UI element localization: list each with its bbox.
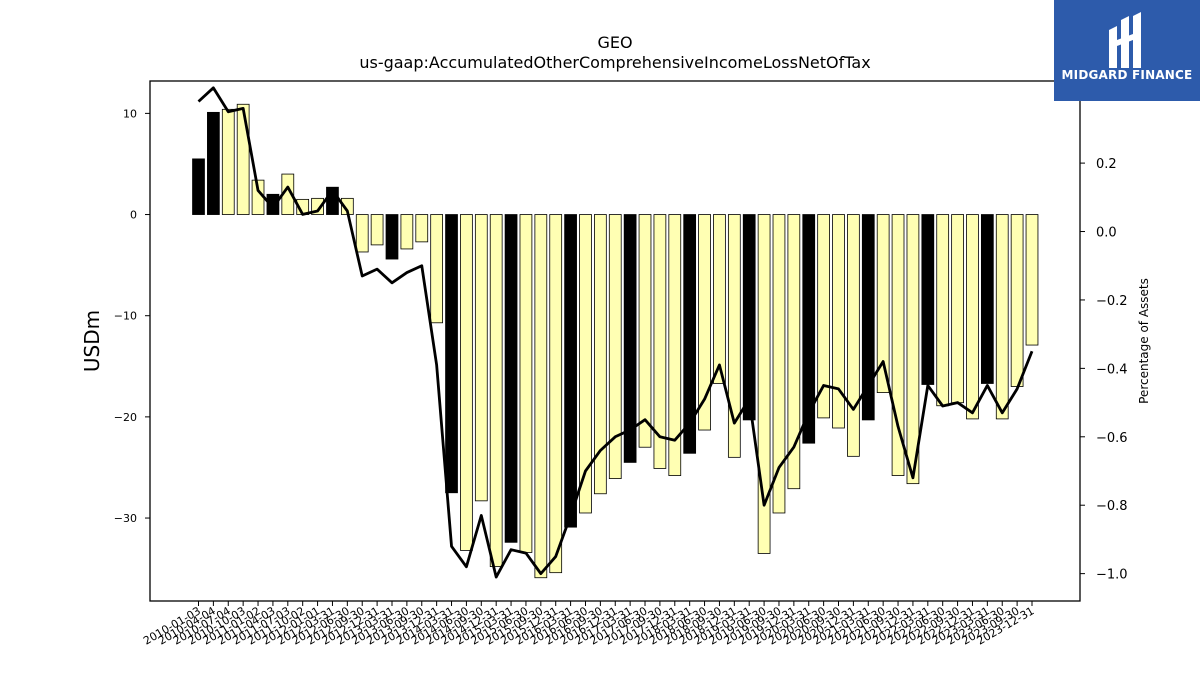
bar-47 — [891, 214, 905, 476]
bar-53 — [980, 214, 994, 384]
bar-25 — [564, 214, 577, 528]
bar-49 — [921, 214, 935, 385]
bar-42 — [817, 214, 830, 419]
bar-52 — [966, 214, 979, 420]
bar-28 — [608, 214, 622, 479]
chart-subtitle: us-gaap:AccumulatedOtherComprehensiveInc… — [359, 53, 870, 72]
bar-26 — [579, 214, 592, 514]
bar-5 — [266, 193, 280, 215]
bar-11 — [355, 214, 369, 253]
y-axis-label: USDm — [80, 310, 104, 372]
bar-40 — [787, 214, 801, 490]
bar-22 — [519, 214, 533, 553]
bar-14 — [400, 214, 414, 250]
bar-13 — [385, 214, 399, 260]
bar-2 — [221, 108, 235, 215]
bar-48 — [906, 214, 920, 485]
bar-27 — [594, 214, 607, 495]
right-tick-label: 0.0 — [1096, 226, 1117, 241]
bar-46 — [876, 214, 890, 393]
bar-34 — [698, 214, 711, 431]
bar-23 — [534, 214, 548, 579]
bar-32 — [668, 214, 682, 476]
bar-30 — [638, 214, 652, 448]
x-axis: 2010-01-032010-10-032011-07-032012-03-31… — [141, 601, 1037, 648]
bar-33 — [683, 214, 697, 454]
percentage-line — [197, 86, 1034, 579]
bar-41 — [802, 214, 816, 444]
right-tick-label: −0.6 — [1096, 431, 1128, 446]
bar-8 — [311, 197, 324, 215]
bar-31 — [653, 214, 667, 469]
bar-12 — [370, 214, 384, 246]
right-tick-label: −0.8 — [1096, 499, 1128, 514]
midgard-finance-logo: MIDGARD FINANCE — [1054, 0, 1200, 101]
bar-44 — [847, 214, 860, 457]
left-tick-label: −30 — [114, 512, 137, 525]
bar-0 — [192, 158, 205, 215]
right-tick-label: 0.2 — [1096, 157, 1117, 172]
bar-18 — [460, 214, 473, 551]
y2-axis-label: Percentage of Assets — [1137, 278, 1151, 404]
right-tick-label: −1.0 — [1096, 568, 1128, 583]
bar-43 — [832, 214, 845, 429]
bar-21 — [504, 214, 518, 543]
bar-55 — [1010, 214, 1024, 387]
bar-29 — [623, 214, 637, 463]
chart-title: GEO — [597, 33, 632, 52]
bar-20 — [489, 214, 503, 567]
bar-39 — [772, 214, 786, 514]
bar-51 — [951, 214, 964, 404]
bars-layer — [192, 103, 1039, 579]
left-tick-label: 0 — [130, 209, 137, 222]
right-axis: 0.40.20.0−0.2−0.4−0.6−0.8−1.0 — [1080, 89, 1128, 583]
bar-35 — [713, 214, 726, 384]
bar-37 — [742, 214, 756, 421]
midgard-logo-icon — [1109, 12, 1141, 68]
bar-56 — [1025, 214, 1039, 346]
left-tick-label: 10 — [123, 107, 137, 120]
bar-17 — [445, 214, 458, 494]
bar-54 — [995, 214, 1009, 420]
bar-36 — [727, 214, 741, 458]
line-layer — [197, 86, 1034, 579]
right-tick-label: −0.2 — [1096, 294, 1128, 309]
left-tick-label: −10 — [114, 310, 137, 323]
bar-15 — [415, 214, 429, 243]
bar-3 — [236, 103, 250, 215]
left-tick-label: −20 — [114, 411, 137, 424]
left-axis: 10 0 −10 −20 −30 — [114, 107, 150, 525]
bar-38 — [757, 214, 771, 554]
right-tick-label: −0.4 — [1096, 362, 1128, 377]
bar-16 — [430, 214, 444, 324]
bar-1 — [207, 111, 220, 215]
bar-24 — [549, 214, 563, 574]
bar-19 — [474, 214, 488, 502]
bar-45 — [861, 214, 875, 421]
bar-50 — [936, 214, 950, 407]
logo-text: MIDGARD FINANCE — [1061, 68, 1193, 82]
